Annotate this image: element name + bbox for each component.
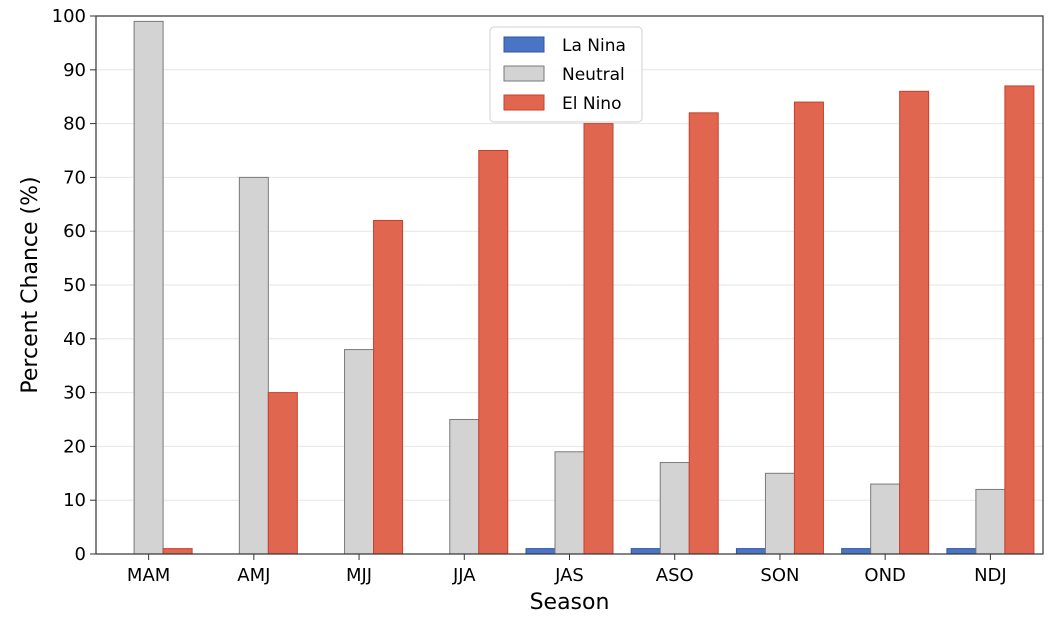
legend: La Nina Neutral El Nino: [489, 26, 643, 123]
y-axis-title: Percent Chance (%): [18, 176, 43, 393]
bar-la-nina-aso: [630, 548, 661, 555]
bar-el-nino-ond: [899, 90, 930, 555]
bar-neutral-ond: [870, 483, 901, 555]
x-tick-label: OND: [864, 565, 906, 586]
bar-la-nina-ond: [841, 548, 872, 555]
y-tick-label: 100: [52, 6, 86, 27]
bars: [133, 20, 1035, 555]
y-tick-label: 40: [63, 329, 86, 350]
y-axis-ticks: 0 10 20 30 40 50 60 70 80 90 100: [52, 6, 96, 565]
legend-swatch: [503, 36, 545, 53]
legend-label: Neutral: [562, 65, 625, 85]
bar-neutral-mjj: [344, 349, 375, 555]
bar-el-nino-jas: [583, 123, 614, 555]
x-tick-label: AMJ: [237, 565, 270, 586]
y-tick-label: 90: [63, 60, 86, 81]
legend-label: La Nina: [562, 36, 626, 56]
bar-el-nino-mjj: [373, 219, 404, 555]
x-axis-title: Season: [530, 590, 610, 615]
bar-neutral-amj: [238, 176, 269, 555]
bar-neutral-ndj: [975, 488, 1006, 555]
x-tick-label: SON: [760, 565, 799, 586]
y-tick-label: 10: [63, 490, 86, 511]
y-tick-label: 30: [63, 383, 86, 404]
x-tick-label: ASO: [656, 565, 694, 586]
legend-swatch: [503, 94, 545, 111]
x-tick-label: NDJ: [974, 565, 1007, 586]
y-tick-label: 70: [63, 167, 86, 188]
legend-swatch: [503, 65, 545, 82]
x-tick-label: MJJ: [346, 565, 372, 586]
bar-neutral-jas: [554, 451, 585, 555]
bar-el-nino-aso: [688, 112, 719, 555]
bar-el-nino-jja: [478, 150, 509, 555]
legend-label: El Nino: [562, 94, 621, 114]
bar-la-nina-ndj: [946, 548, 977, 555]
bar-el-nino-mam: [162, 548, 193, 555]
y-tick-label: 60: [63, 221, 86, 242]
bar-el-nino-ndj: [1004, 85, 1035, 555]
bar-el-nino-son: [793, 101, 824, 555]
bar-neutral-jja: [449, 419, 480, 555]
bar-la-nina-jas: [525, 548, 556, 555]
bar-el-nino-amj: [267, 392, 298, 555]
bar-neutral-son: [764, 472, 795, 555]
bar-neutral-mam: [133, 20, 164, 555]
y-tick-label: 80: [63, 114, 86, 135]
bar-la-nina-son: [735, 548, 766, 555]
x-tick-label: JJA: [452, 565, 476, 586]
y-tick-label: 0: [75, 544, 86, 565]
x-tick-label: MAM: [127, 565, 170, 586]
y-tick-label: 20: [63, 436, 86, 457]
bar-neutral-aso: [659, 462, 690, 555]
x-axis-ticks: MAM AMJ MJJ JJA JAS ASO SON OND NDJ: [127, 554, 1007, 586]
x-tick-label: JAS: [554, 565, 584, 586]
y-tick-label: 50: [63, 275, 86, 296]
